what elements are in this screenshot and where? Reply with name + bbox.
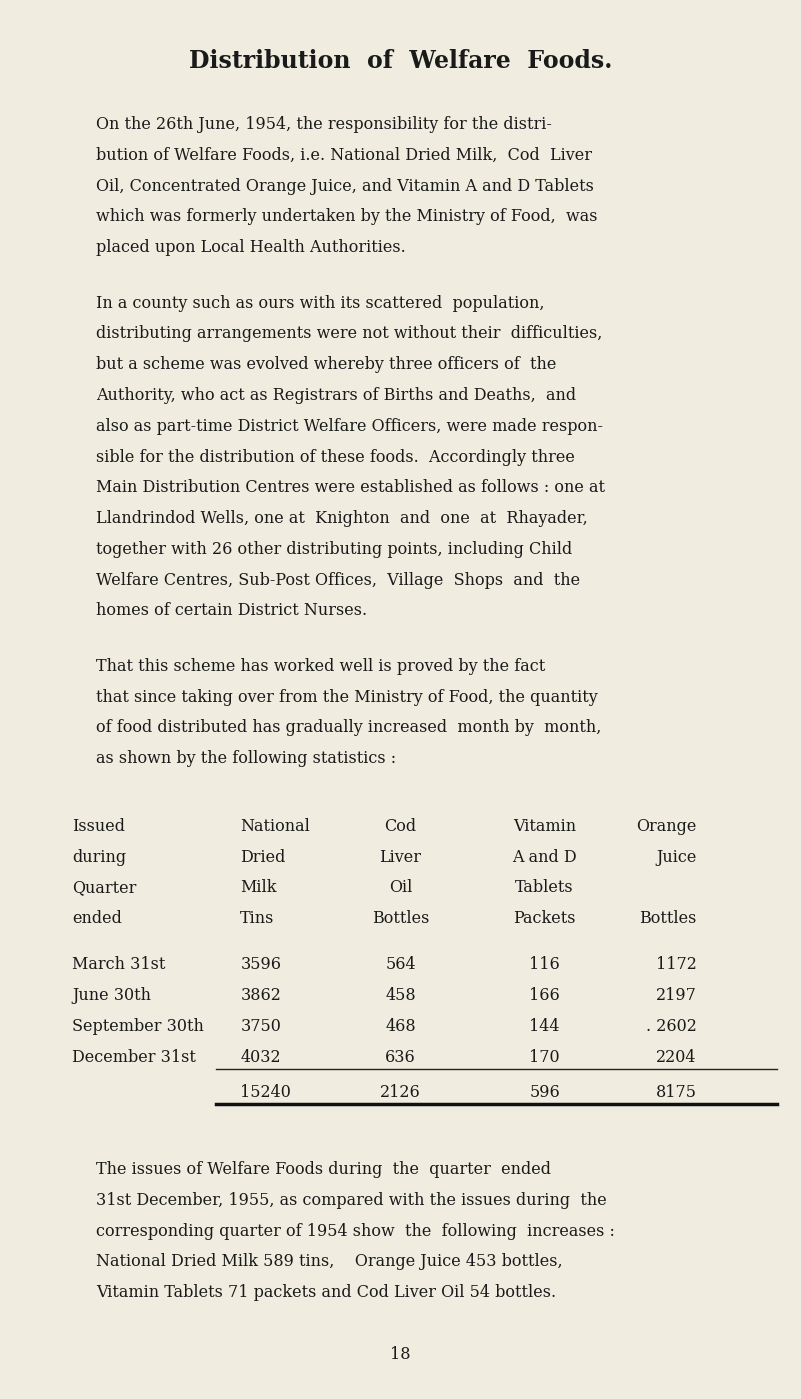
Text: Tins: Tins xyxy=(240,911,275,928)
Text: National: National xyxy=(240,818,310,835)
Text: That this scheme has worked well is proved by the fact: That this scheme has worked well is prov… xyxy=(96,658,545,674)
Text: Packets: Packets xyxy=(513,911,576,928)
Text: National Dried Milk 589 tins,    Orange Juice 453 bottles,: National Dried Milk 589 tins, Orange Jui… xyxy=(96,1254,563,1270)
Text: Tablets: Tablets xyxy=(515,880,574,897)
Text: bution of Welfare Foods, i.e. National Dried Milk,  Cod  Liver: bution of Welfare Foods, i.e. National D… xyxy=(96,147,592,164)
Text: Authority, who act as Registrars of Births and Deaths,  and: Authority, who act as Registrars of Birt… xyxy=(96,388,576,404)
Text: Vitamin: Vitamin xyxy=(513,818,576,835)
Text: 170: 170 xyxy=(529,1049,560,1066)
Text: 3862: 3862 xyxy=(240,988,281,1004)
Text: Bottles: Bottles xyxy=(372,911,429,928)
Text: In a county such as ours with its scattered  population,: In a county such as ours with its scatte… xyxy=(96,295,545,312)
Text: 3750: 3750 xyxy=(240,1018,281,1035)
Text: A and D: A and D xyxy=(513,849,577,866)
Text: 144: 144 xyxy=(529,1018,560,1035)
Text: Welfare Centres, Sub-Post Offices,  Village  Shops  and  the: Welfare Centres, Sub-Post Offices, Villa… xyxy=(96,572,580,589)
Text: 8175: 8175 xyxy=(656,1084,697,1101)
Text: Orange: Orange xyxy=(637,818,697,835)
Text: during: during xyxy=(72,849,127,866)
Text: March 31st: March 31st xyxy=(72,957,166,974)
Text: 15240: 15240 xyxy=(240,1084,292,1101)
Text: Liver: Liver xyxy=(380,849,421,866)
Text: Quarter: Quarter xyxy=(72,880,136,897)
Text: Distribution  of  Welfare  Foods.: Distribution of Welfare Foods. xyxy=(189,49,612,73)
Text: ended: ended xyxy=(72,911,122,928)
Text: corresponding quarter of 1954 show  the  following  increases :: corresponding quarter of 1954 show the f… xyxy=(96,1223,615,1240)
Text: 596: 596 xyxy=(529,1084,560,1101)
Text: which was formerly undertaken by the Ministry of Food,  was: which was formerly undertaken by the Min… xyxy=(96,208,598,225)
Text: On the 26th June, 1954, the responsibility for the distri-: On the 26th June, 1954, the responsibili… xyxy=(96,116,552,133)
Text: December 31st: December 31st xyxy=(72,1049,196,1066)
Text: as shown by the following statistics :: as shown by the following statistics : xyxy=(96,750,396,767)
Text: 564: 564 xyxy=(385,957,416,974)
Text: Cod: Cod xyxy=(384,818,417,835)
Text: Oil, Concentrated Orange Juice, and Vitamin A and D Tablets: Oil, Concentrated Orange Juice, and Vita… xyxy=(96,178,594,194)
Text: of food distributed has gradually increased  month by  month,: of food distributed has gradually increa… xyxy=(96,719,602,736)
Text: 116: 116 xyxy=(529,957,560,974)
Text: 2126: 2126 xyxy=(380,1084,421,1101)
Text: Bottles: Bottles xyxy=(639,911,697,928)
Text: also as part-time District Welfare Officers, were made respon-: also as part-time District Welfare Offic… xyxy=(96,418,603,435)
Text: 18: 18 xyxy=(390,1346,411,1363)
Text: 2197: 2197 xyxy=(656,988,697,1004)
Text: . 2602: . 2602 xyxy=(646,1018,697,1035)
Text: 1172: 1172 xyxy=(656,957,697,974)
Text: 4032: 4032 xyxy=(240,1049,281,1066)
Text: Issued: Issued xyxy=(72,818,125,835)
Text: sible for the distribution of these foods.  Accordingly three: sible for the distribution of these food… xyxy=(96,449,575,466)
Text: 458: 458 xyxy=(385,988,416,1004)
Text: but a scheme was evolved whereby three officers of  the: but a scheme was evolved whereby three o… xyxy=(96,357,557,374)
Text: Dried: Dried xyxy=(240,849,286,866)
Text: Vitamin Tablets 71 packets and Cod Liver Oil 54 bottles.: Vitamin Tablets 71 packets and Cod Liver… xyxy=(96,1284,556,1301)
Text: Milk: Milk xyxy=(240,880,277,897)
Text: placed upon Local Health Authorities.: placed upon Local Health Authorities. xyxy=(96,239,406,256)
Text: together with 26 other distributing points, including Child: together with 26 other distributing poin… xyxy=(96,541,573,558)
Text: September 30th: September 30th xyxy=(72,1018,204,1035)
Text: 166: 166 xyxy=(529,988,560,1004)
Text: Main Distribution Centres were established as follows : one at: Main Distribution Centres were establish… xyxy=(96,480,605,497)
Text: 636: 636 xyxy=(385,1049,416,1066)
Text: 3596: 3596 xyxy=(240,957,281,974)
Text: distributing arrangements were not without their  difficulties,: distributing arrangements were not witho… xyxy=(96,326,602,343)
Text: Oil: Oil xyxy=(388,880,413,897)
Text: The issues of Welfare Foods during  the  quarter  ended: The issues of Welfare Foods during the q… xyxy=(96,1161,551,1178)
Text: 468: 468 xyxy=(385,1018,416,1035)
Text: homes of certain District Nurses.: homes of certain District Nurses. xyxy=(96,603,367,620)
Text: Juice: Juice xyxy=(657,849,697,866)
Text: that since taking over from the Ministry of Food, the quantity: that since taking over from the Ministry… xyxy=(96,688,598,705)
Text: 2204: 2204 xyxy=(656,1049,697,1066)
Text: June 30th: June 30th xyxy=(72,988,151,1004)
Text: 31st December, 1955, as compared with the issues during  the: 31st December, 1955, as compared with th… xyxy=(96,1192,607,1209)
Text: Llandrindod Wells, one at  Knighton  and  one  at  Rhayader,: Llandrindod Wells, one at Knighton and o… xyxy=(96,511,588,527)
